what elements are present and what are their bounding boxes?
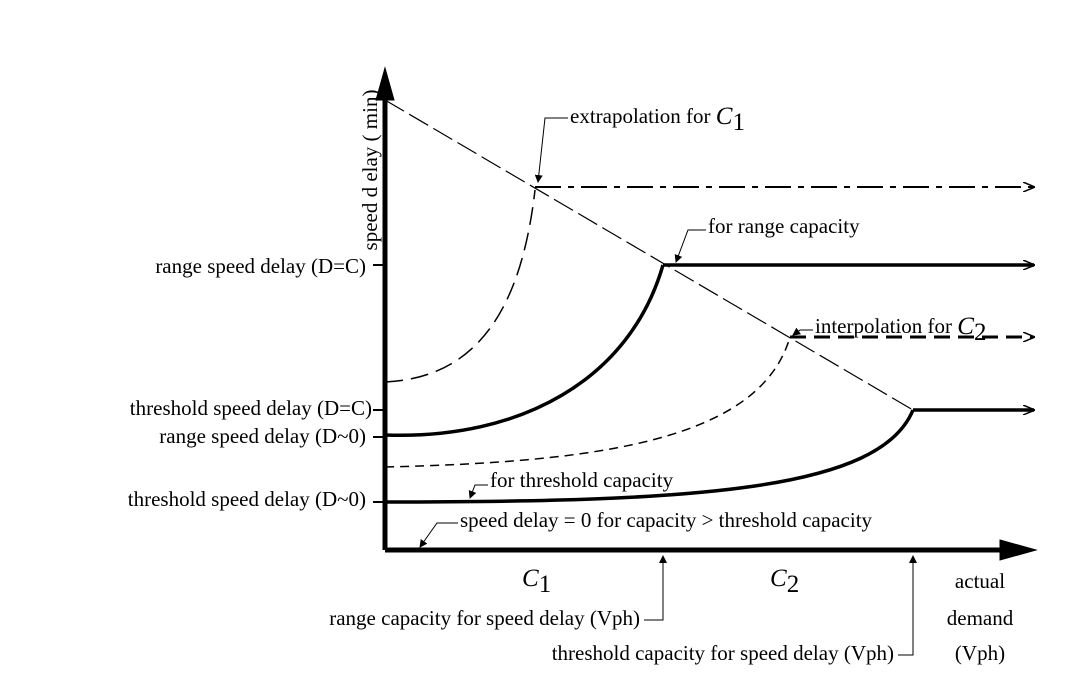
annotation: interpolation for C2 xyxy=(815,313,986,346)
annotation: extrapolation for C1 xyxy=(570,103,745,136)
x-note: range capacity for speed delay (Vph) xyxy=(329,606,640,630)
leaders xyxy=(419,117,917,656)
y-axis-label: speed d elay ( min) xyxy=(358,90,382,251)
curves xyxy=(384,99,1034,504)
x-label: C1 xyxy=(522,565,551,598)
x-axis-title: actual xyxy=(955,569,1005,593)
x-axis-title: demand xyxy=(947,606,1014,630)
annotation: for threshold capacity xyxy=(490,468,674,492)
y-label: range speed delay (D~0) xyxy=(159,424,366,448)
y-label: threshold speed delay (D~0) xyxy=(128,487,366,511)
annotation: for range capacity xyxy=(708,214,860,238)
x-axis-title: (Vph) xyxy=(955,641,1005,665)
y-label: range speed delay (D=C) xyxy=(155,254,366,278)
axes xyxy=(373,66,1038,561)
x-note: threshold capacity for speed delay (Vph) xyxy=(552,641,894,665)
x-label: C2 xyxy=(770,565,799,598)
annotation: speed delay = 0 for capacity > threshold… xyxy=(460,508,873,532)
y-label: threshold speed delay (D=C) xyxy=(130,396,372,420)
